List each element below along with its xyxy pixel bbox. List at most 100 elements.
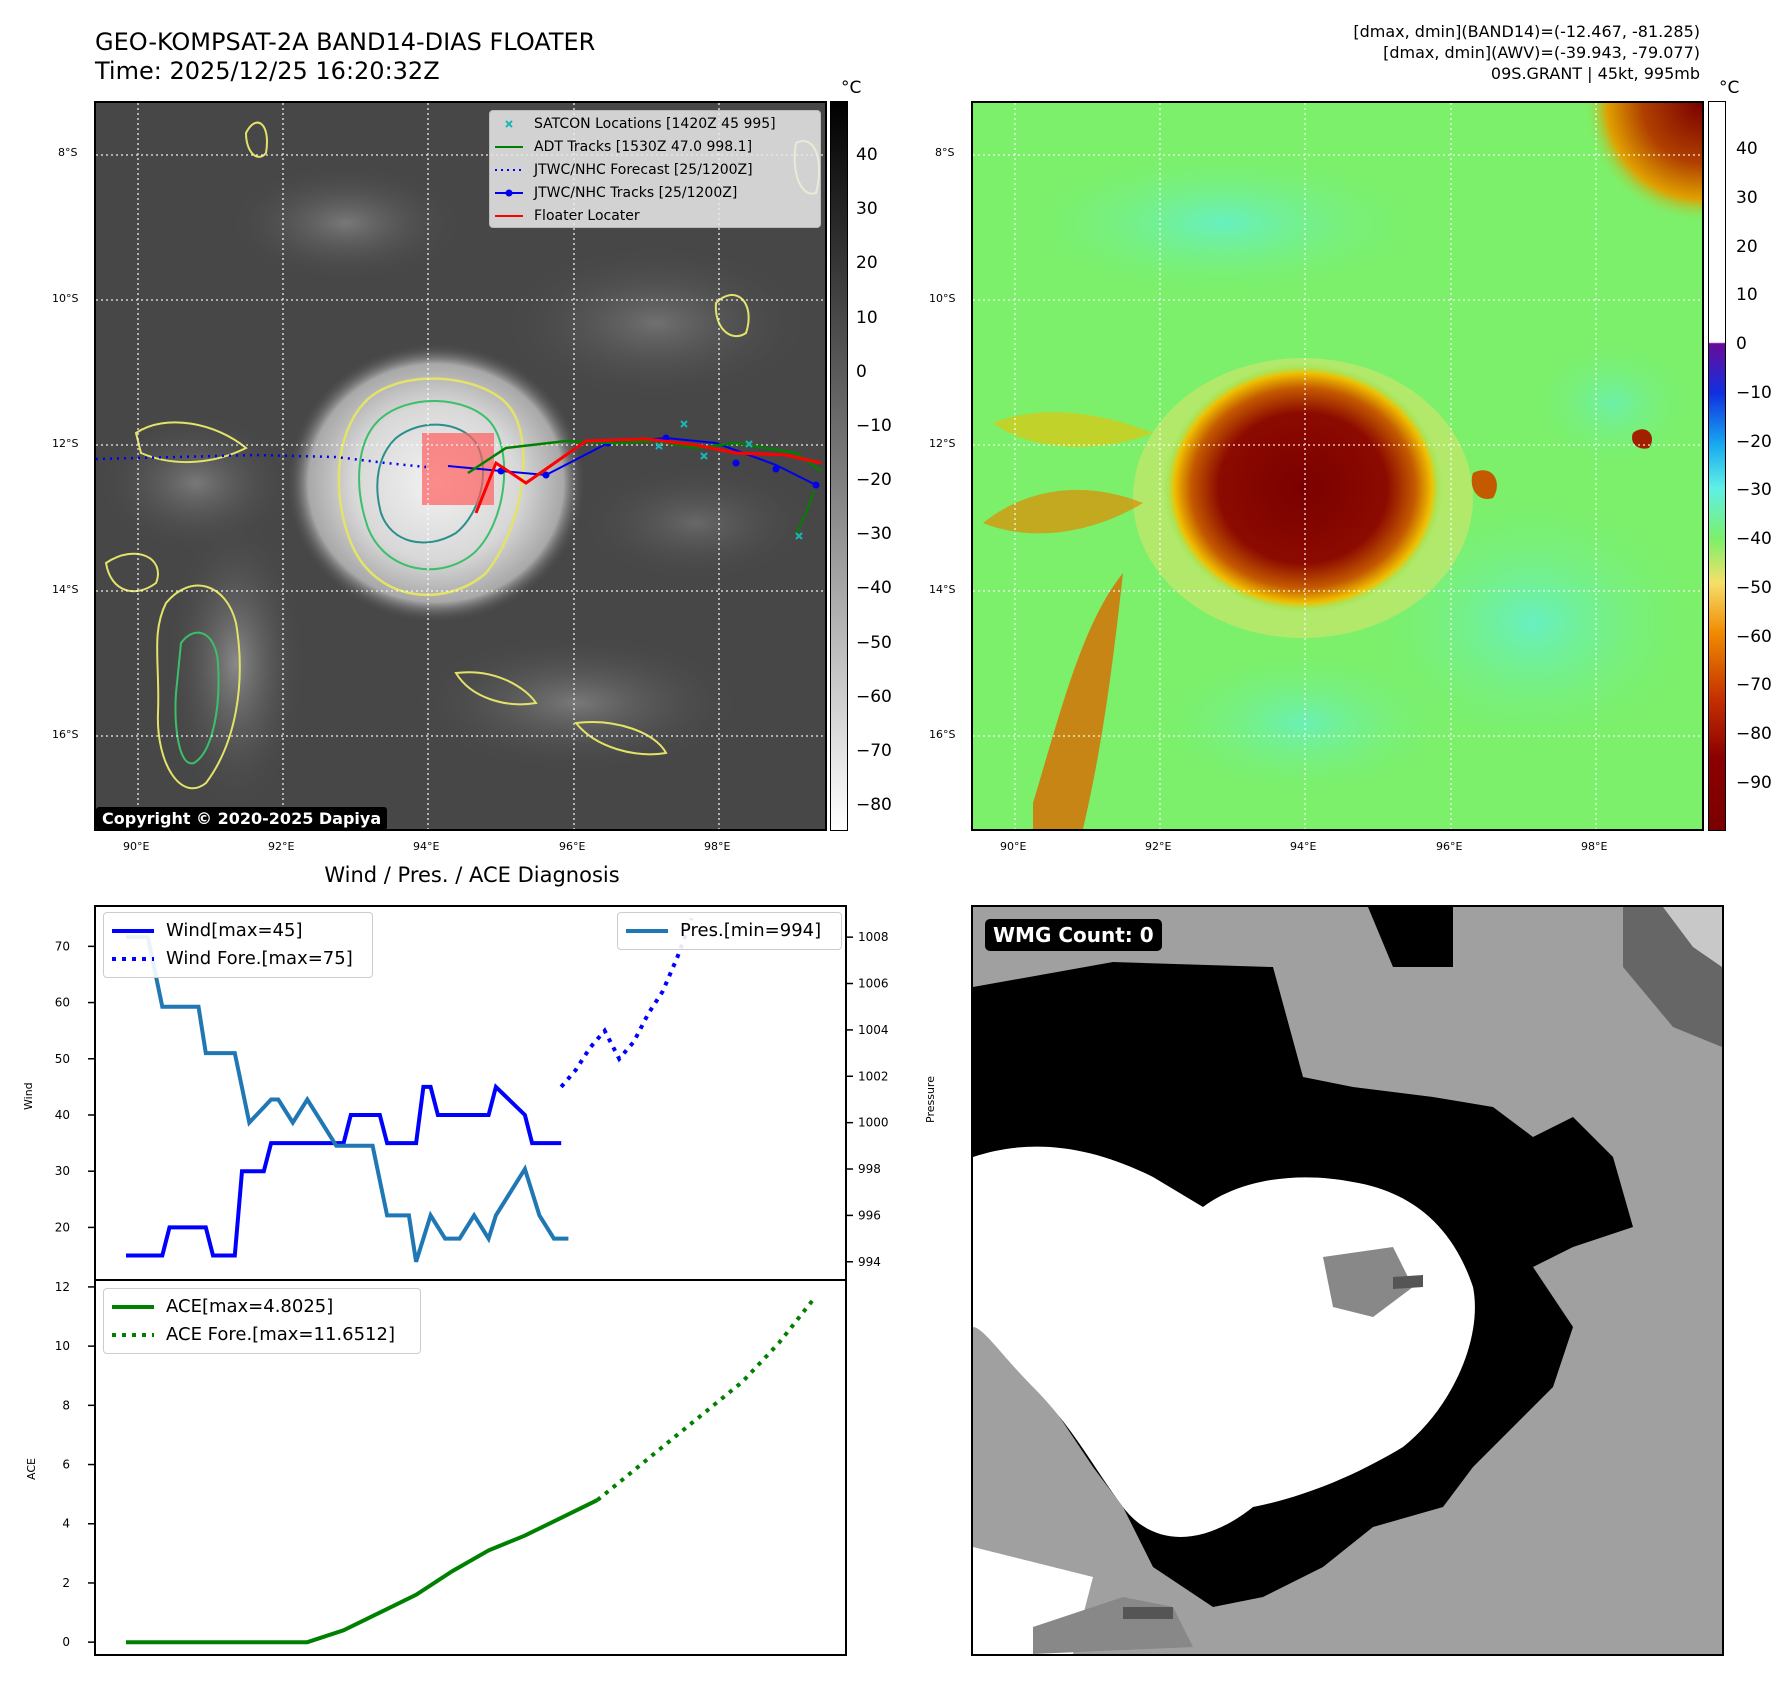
axis-tick-label: 12 [55, 1280, 70, 1294]
axis-tick-label: 1008 [858, 930, 889, 944]
legend-satcon: SATCON Locations [1420Z 45 995] [534, 116, 776, 132]
colorbar-tick-label: −70 [1736, 675, 1772, 696]
floater-locater-line [474, 437, 822, 514]
ace-legend: ACE[max=4.8025] ACE Fore.[max=11.6512] [103, 1288, 421, 1354]
pres-axis-ticks: 1008 1006 1004 1002 1000 998 996 994 [847, 930, 889, 1269]
awv-imagery [973, 103, 1702, 829]
colorbar-tick-label: −50 [856, 632, 892, 653]
lon-label: 98°E [1581, 840, 1608, 853]
lon-label: 94°E [1290, 840, 1317, 853]
axis-tick-label: 8 [62, 1398, 70, 1412]
lat-label: 14°S [929, 583, 956, 596]
ir-legend: SATCON Locations [1420Z 45 995] ADT Trac… [489, 110, 821, 228]
colorbar-tick-label: 20 [1736, 236, 1758, 257]
lat-label: 10°S [52, 292, 79, 305]
pres-legend: Pres.[min=994] [617, 912, 842, 950]
awv-colorbar [1708, 101, 1726, 831]
axis-tick-label: 40 [55, 1108, 70, 1122]
copyright-label: Copyright © 2020-2025 Dapiya [96, 807, 388, 829]
colorbar-tick-label: 10 [856, 307, 878, 328]
colorbar-tick-label: 0 [1736, 334, 1747, 355]
axis-tick-label: 6 [62, 1458, 70, 1472]
colorbar-tick-label: −30 [1736, 480, 1772, 501]
info-dmax-band14: [dmax, dmin](BAND14)=(-12.467, -81.285) [1353, 22, 1700, 41]
colorbar-tick-label: 30 [856, 199, 878, 220]
axis-tick-label: 1000 [858, 1116, 889, 1130]
ace-axis-ticks: 12 10 8 6 4 2 0 [55, 1280, 94, 1649]
diag-divider [94, 1279, 847, 1281]
axis-tick-label: 50 [55, 1052, 70, 1066]
ir-colorbar-unit: °C [841, 78, 862, 98]
chart-time: Time: 2025/12/25 16:20:32Z [95, 57, 440, 85]
axis-tick-label: 998 [858, 1162, 881, 1176]
wmg-imagery [973, 907, 1722, 1654]
lon-label: 90°E [1000, 840, 1027, 853]
axis-tick-label: 60 [55, 996, 70, 1010]
colorbar-tick-label: −40 [856, 578, 892, 599]
legend-floater: Floater Locater [534, 208, 640, 224]
axis-tick-label: 0 [62, 1635, 70, 1649]
lat-label: 14°S [52, 583, 79, 596]
info-dmax-awv: [dmax, dmin](AWV)=(-39.943, -79.077) [1383, 43, 1700, 62]
colorbar-tick-label: 20 [856, 253, 878, 274]
colorbar-tick-label: −90 [1736, 773, 1772, 793]
wmg-count-label: WMG Count: 0 [985, 919, 1162, 951]
legend-wind: Wind[max=45] [166, 920, 303, 941]
jtwc-track-points [497, 434, 820, 489]
diag-title: Wind / Pres. / ACE Diagnosis [324, 863, 620, 887]
lat-label: 10°S [929, 292, 956, 305]
colorbar-tick-label: −60 [856, 686, 892, 707]
ace-forecast-series-line [596, 1296, 817, 1502]
awv-grid [973, 103, 1702, 829]
adt-track-line-2 [795, 490, 815, 536]
lat-label: 8°S [935, 146, 955, 159]
lon-label: 90°E [123, 840, 150, 853]
axis-tick-label: 994 [858, 1255, 881, 1269]
lat-label: 12°S [52, 437, 79, 450]
lon-label: 92°E [1145, 840, 1172, 853]
axis-tick-label: 1006 [858, 977, 889, 991]
colorbar-tick-label: 40 [1736, 139, 1758, 159]
legend-ace: ACE[max=4.8025] [166, 1296, 334, 1317]
legend-pres: Pres.[min=994] [680, 920, 822, 941]
satcon-markers [655, 420, 803, 540]
axis-tick-label: 70 [55, 939, 70, 953]
legend-jtwc-forecast: JTWC/NHC Forecast [25/1200Z] [534, 162, 753, 178]
lat-label: 8°S [58, 146, 78, 159]
awv-colorbar-unit: °C [1719, 78, 1740, 98]
lon-label: 96°E [559, 840, 586, 853]
info-storm: 09S.GRANT | 45kt, 995mb [1490, 64, 1700, 83]
wind-series-line [126, 1083, 562, 1258]
wind-legend: Wind[max=45] Wind Fore.[max=75] [103, 912, 373, 978]
legend-ace-fore: ACE Fore.[max=11.6512] [166, 1324, 395, 1345]
colorbar-tick-label: −50 [1736, 577, 1772, 598]
axis-tick-label: 1004 [858, 1023, 889, 1037]
axis-tick-label: 2 [62, 1576, 70, 1590]
pressure-series-line [126, 935, 569, 1263]
lat-label: 16°S [929, 728, 956, 741]
colorbar-tick-label: −80 [1736, 724, 1772, 745]
colorbar-tick-label: −20 [1736, 431, 1772, 452]
lat-label: 12°S [929, 437, 956, 450]
colorbar-tick-label: −80 [856, 795, 892, 815]
ir-tracks [96, 420, 822, 540]
wind-axis-ticks: 70 60 50 40 30 20 [55, 939, 94, 1234]
ir-map-panel: SATCON Locations [1420Z 45 995] ADT Trac… [94, 101, 827, 831]
lat-label: 16°S [52, 728, 79, 741]
colorbar-tick-label: −10 [1736, 382, 1772, 403]
legend-adt: ADT Tracks [1530Z 47.0 998.1] [534, 139, 753, 155]
colorbar-tick-label: −70 [856, 740, 892, 761]
colorbar-tick-label: 40 [856, 145, 878, 165]
lon-label: 92°E [268, 840, 295, 853]
lon-label: 94°E [413, 840, 440, 853]
axis-tick-label: 20 [55, 1220, 70, 1234]
colorbar-tick-label: −10 [856, 415, 892, 436]
awv-map-panel [971, 101, 1704, 831]
lon-label: 96°E [1436, 840, 1463, 853]
colorbar-tick-label: −60 [1736, 626, 1772, 647]
ir-colorbar [830, 101, 848, 831]
colorbar-tick-label: 10 [1736, 285, 1758, 306]
legend-wind-fore: Wind Fore.[max=75] [166, 948, 353, 969]
axis-tick-label: 4 [62, 1517, 70, 1531]
